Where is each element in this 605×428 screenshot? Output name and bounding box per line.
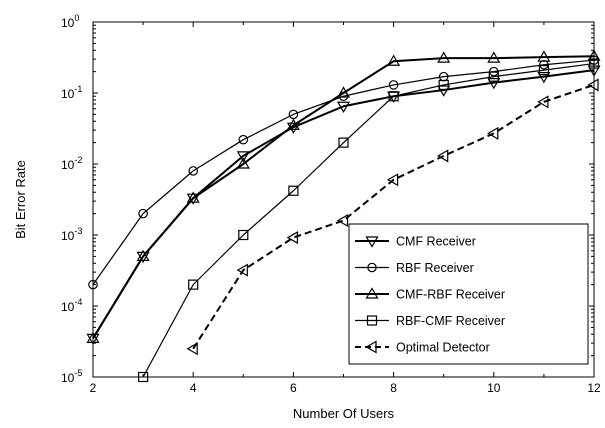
legend-entry-cmf-receiver: CMF Receiver [355,235,476,249]
data-point-cmf-rbf-receiver [387,54,401,66]
legend-label-rbf-cmf-receiver: RBF-CMF Receiver [396,314,505,328]
x-tick-label: 4 [190,381,197,395]
legend-label-cmf-receiver: CMF Receiver [396,235,476,249]
x-axis-title: Number Of Users [293,406,395,421]
data-point-rbf-cmf-receiver [338,137,349,148]
legend-entry-rbf-cmf-receiver: RBF-CMF Receiver [355,314,505,328]
data-point-rbf-cmf-receiver [388,91,399,102]
data-point-rbf-receiver [288,109,299,120]
data-point-rbf-receiver [138,208,148,219]
data-point-rbf-cmf-receiver [238,229,249,241]
data-point-rbf-cmf-receiver [288,185,299,196]
data-point-rbf-receiver [188,166,198,176]
data-point-cmf-rbf-receiver [487,51,501,63]
series-line-rbf-cmf-receiver [142,62,595,378]
data-point-cmf-rbf-receiver [336,86,351,98]
x-tick-label: 12 [587,381,601,395]
legend-entry-optimal-detector: Optimal Detector [355,340,490,355]
y-tick-label: 10-4 [61,297,82,314]
data-point-cmf-receiver [236,151,250,163]
x-tick-label: 2 [90,381,97,395]
legend-label-optimal-detector: Optimal Detector [396,341,490,355]
data-point-optimal-detector [286,231,298,245]
series-rbf-cmf-receiver [138,58,600,383]
data-point-rbf-cmf-receiver [538,65,550,76]
series-optimal-detector [186,78,599,356]
legend-marker-rbf-receiver [367,262,377,273]
data-point-cmf-rbf-receiver [437,51,451,63]
legend-marker-optimal-detector [365,340,377,354]
series-line-optimal-detector [192,83,595,350]
legend-marker-rbf-cmf-receiver [366,315,378,326]
data-point-cmf-receiver [487,78,501,90]
data-point-cmf-receiver [537,72,551,84]
data-point-cmf-receiver [186,193,200,205]
series-cmf-rbf-receiver [86,49,601,343]
data-point-cmf-rbf-receiver [236,157,250,169]
data-point-optimal-detector [186,342,198,356]
data-point-cmf-receiver [336,101,351,113]
data-point-optimal-detector [487,126,499,140]
legend-label-cmf-rbf-receiver: CMF-RBF Receiver [396,288,505,302]
data-point-cmf-receiver [437,85,451,97]
series-line-rbf-receiver [92,59,595,285]
y-tick-label: 10-3 [61,226,82,243]
data-point-optimal-detector [336,213,349,228]
axis-ticks: 2 4 6 8 10 12 10-5 10-4 10-3 10-2 10-1 100 [61,13,601,395]
data-point-cmf-rbf-receiver [186,191,200,203]
data-point-rbf-cmf-receiver [438,79,449,91]
data-point-rbf-cmf-receiver [488,71,499,82]
data-point-optimal-detector [236,263,248,277]
series-group [86,49,601,383]
data-point-cmf-rbf-receiver [537,50,551,62]
legend-marker-cmf-rbf-receiver [365,287,379,299]
legend-marker-cmf-receiver [365,236,379,248]
data-point-optimal-detector [587,78,599,92]
data-point-optimal-detector [437,149,449,163]
x-tick-label: 6 [290,381,297,395]
x-tick-label: 8 [390,381,397,395]
data-point-cmf-receiver [136,251,150,264]
y-tick-label: 10-2 [61,155,82,172]
data-point-optimal-detector [386,173,399,187]
legend-entry-rbf-receiver: RBF Receiver [355,261,474,275]
data-point-rbf-receiver [238,134,249,145]
y-tick-label: 100 [61,13,79,30]
legend-label-rbf-receiver: RBF Receiver [396,261,474,275]
data-point-cmf-rbf-receiver [136,249,150,261]
series-line-cmf-rbf-receiver [92,55,595,339]
legend: CMF Receiver RBF Receiver CMF-RBF Receiver… [348,223,589,365]
data-point-optimal-detector [537,95,549,109]
y-tick-label: 10-1 [61,84,82,101]
y-axis-title: Bit Error Rate [13,160,28,239]
legend-entry-cmf-rbf-receiver: CMF-RBF Receiver [355,287,505,302]
data-point-rbf-cmf-receiver [188,279,199,290]
data-point-rbf-receiver [388,80,399,90]
y-tick-label: 10-5 [61,368,82,385]
x-tick-label: 10 [487,381,501,395]
data-point-cmf-rbf-receiver [286,118,300,130]
